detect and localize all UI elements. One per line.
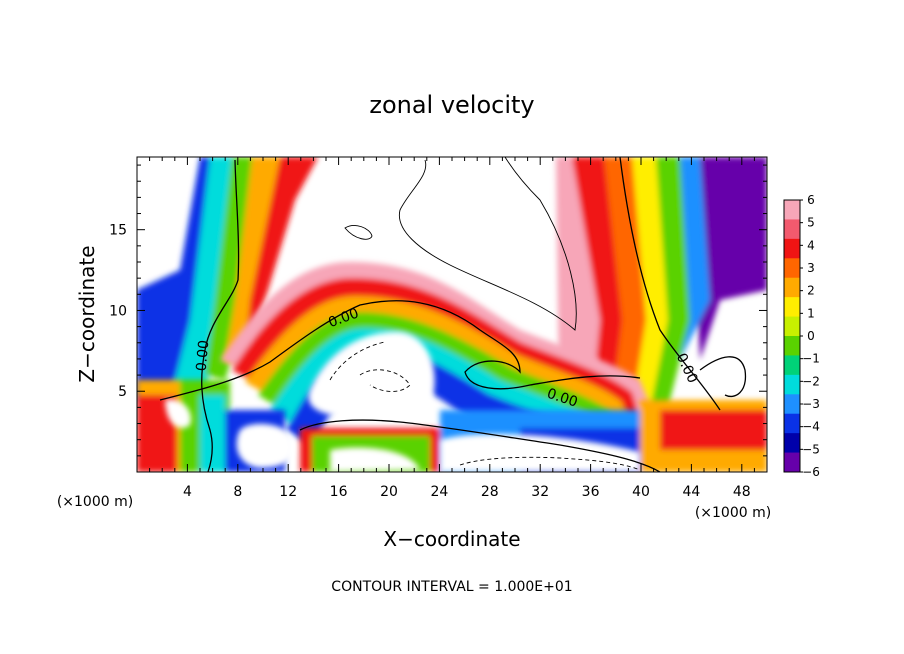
low-velocity-regions — [165, 331, 640, 472]
colorbar-label: −2 — [802, 374, 820, 388]
left-jet-band — [137, 157, 318, 400]
contour-upper-island — [398, 157, 577, 331]
colorbar-label: −4 — [802, 420, 820, 434]
colorbar-segment — [784, 374, 800, 395]
colorbar-segment — [784, 200, 800, 220]
colorbar-label: 1 — [807, 306, 815, 320]
colorbar-segment — [784, 355, 800, 376]
colorbar-label: −6 — [802, 465, 820, 479]
colorbar-label: 0 — [807, 329, 815, 343]
x-tick-label: 24 — [430, 484, 448, 500]
colorbar-segment — [784, 316, 800, 337]
colorbar-segment — [784, 452, 800, 473]
zero-contour-left — [201, 159, 240, 472]
zero-contour-right — [619, 157, 721, 411]
x-tick-label: 32 — [531, 484, 549, 500]
y-tick-label: 10 — [109, 303, 127, 319]
x-tick-label: 28 — [481, 484, 499, 500]
velocity-field: 0.00 0.00 0.00 0.00 — [137, 157, 767, 472]
colorbar-segment — [784, 238, 800, 259]
colorbar-label: 4 — [807, 238, 815, 252]
x-tick-label: 48 — [733, 484, 751, 500]
contour-lines — [159, 157, 747, 472]
chart-title: zonal velocity — [369, 91, 534, 119]
colorbar: 6 5 4 3 2 1 0 −1 −2 −3 −4 −5 −6 — [783, 193, 820, 479]
x-unit-left: (×1000 m) — [57, 494, 133, 510]
colorbar-segment — [784, 413, 800, 434]
colorbar-segment — [784, 394, 800, 415]
colorbar-segment — [784, 336, 800, 356]
zero-contour-arch — [159, 300, 641, 401]
x-tick-label: 20 — [380, 484, 398, 500]
colorbar-label: −1 — [802, 352, 820, 366]
y-tick-label: 15 — [109, 223, 127, 239]
x-tick-label: 40 — [632, 484, 650, 500]
y-axis-label: Z−coordinate — [75, 245, 99, 382]
x-tick-label: 12 — [279, 484, 297, 500]
contour-interval-note: CONTOUR INTERVAL = 1.000E+01 — [331, 579, 572, 595]
y-tick-label: 5 — [118, 384, 127, 400]
contour-small-island — [344, 225, 373, 240]
zero-contour-inner — [299, 419, 661, 472]
x-axis-ticks: 4 8 12 16 20 24 28 32 36 40 44 48 — [149, 157, 755, 500]
x-tick-label: 4 — [183, 484, 192, 500]
x-tick-label: 44 — [682, 484, 700, 500]
colorbar-label: 3 — [807, 261, 815, 275]
colorbar-segment — [784, 277, 800, 298]
colorbar-segment — [784, 297, 800, 318]
colorbar-label: 6 — [807, 193, 815, 207]
x-tick-label: 16 — [330, 484, 348, 500]
x-axis-label: X−coordinate — [383, 527, 520, 551]
colorbar-label: 2 — [807, 284, 815, 298]
colorbar-label: −3 — [802, 397, 820, 411]
x-tick-label: 36 — [582, 484, 600, 500]
contour-label-1: 0.00 — [194, 339, 213, 371]
colorbar-segment — [784, 219, 800, 240]
x-tick-label: 8 — [233, 484, 242, 500]
x-unit-right: (×1000 m) — [695, 505, 771, 521]
colorbar-label: 5 — [807, 216, 815, 230]
zero-contour-right-lobe — [699, 356, 747, 397]
colorbar-segment — [784, 433, 800, 454]
colorbar-label: −5 — [802, 442, 820, 456]
colorbar-segment — [784, 258, 800, 279]
dashed-contour-bottom — [459, 456, 641, 471]
y-axis-ticks: 5 10 15 — [109, 164, 767, 457]
dashed-contour-center — [329, 341, 411, 392]
